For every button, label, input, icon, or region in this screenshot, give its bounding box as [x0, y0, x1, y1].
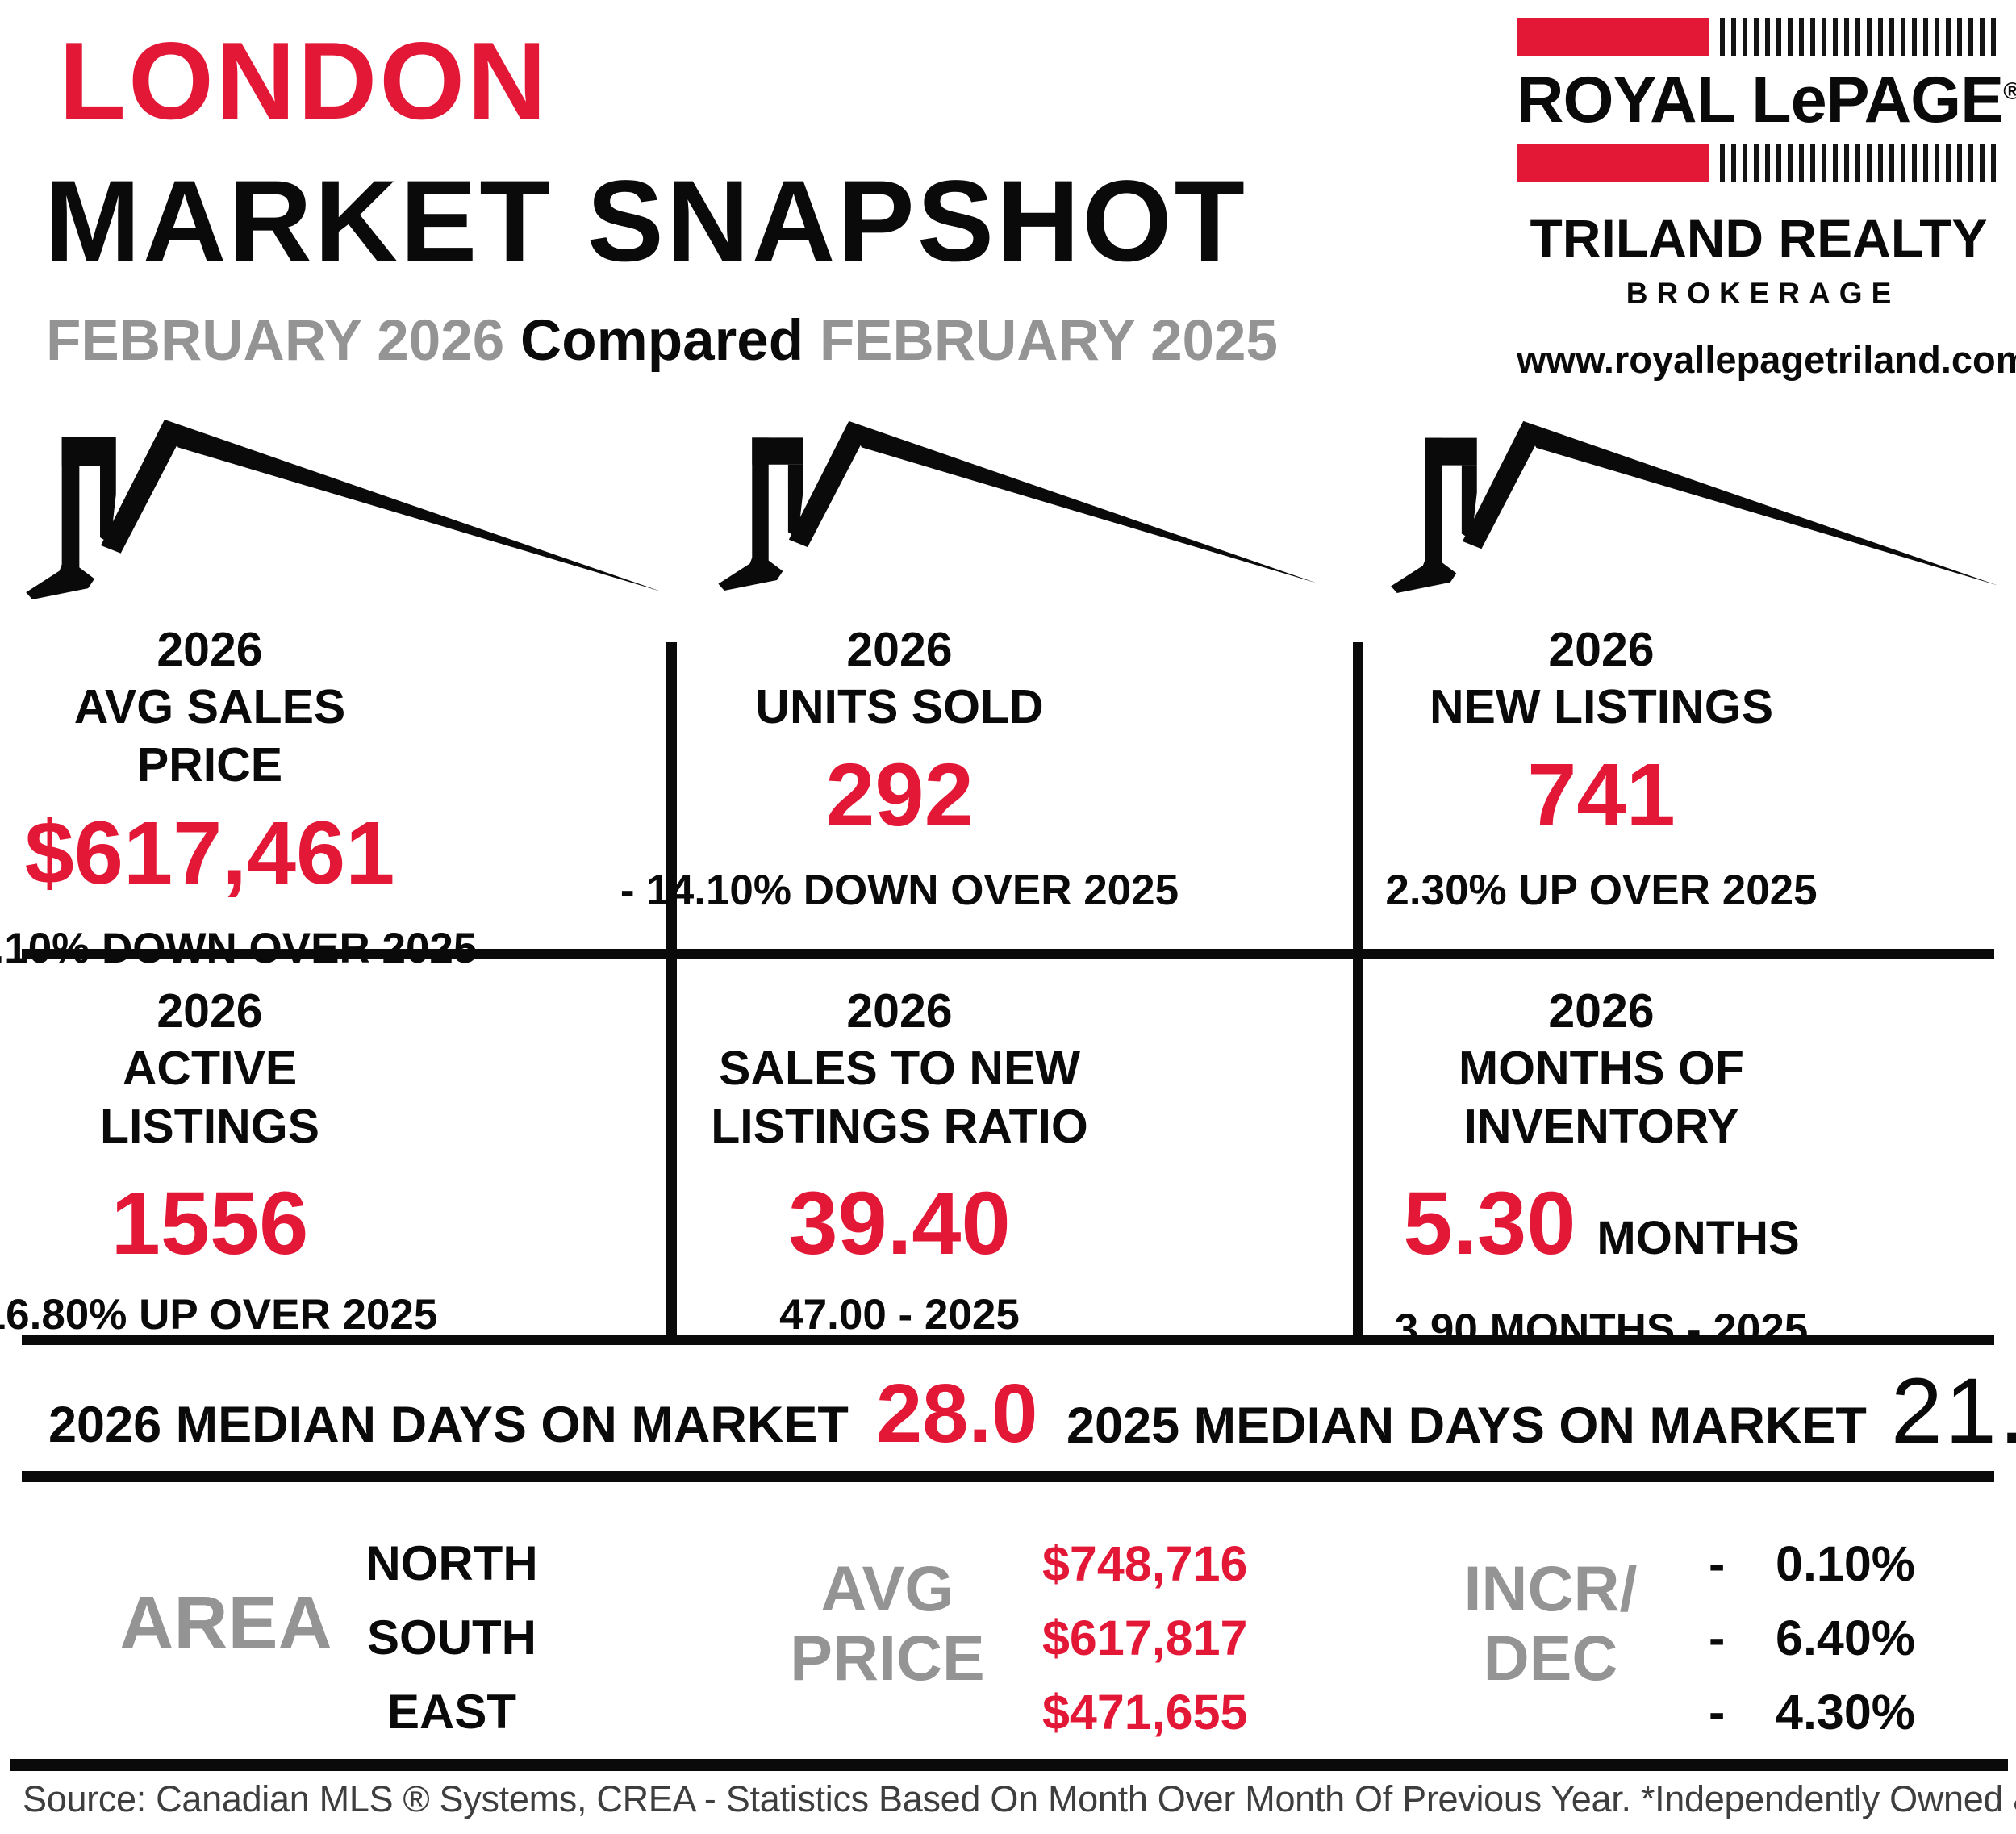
- change-sign: -: [1709, 1685, 1726, 1740]
- grid-divider-horizontal: [22, 1471, 1994, 1482]
- grid-divider-vertical: [666, 642, 677, 1345]
- avg-price-column-header: AVG PRICE: [754, 1554, 1021, 1693]
- stat-year: 2026: [1548, 984, 1655, 1038]
- header-line: INCR/: [1463, 1552, 1638, 1624]
- website-url: www.royallepagetriland.com: [1517, 338, 2016, 381]
- footer-divider: [10, 1759, 2008, 1771]
- stat-value: 292: [825, 746, 974, 845]
- house-roof-icon: [718, 420, 1317, 591]
- page-title-city: LONDON: [59, 19, 549, 142]
- logo-red-bar-icon: [1517, 144, 1709, 182]
- stat-change: - 3.10% DOWN OVER 2025: [0, 925, 477, 973]
- stat-year: 2026: [157, 984, 263, 1038]
- brand-text: ROYAL LePAGE: [1517, 64, 2004, 136]
- logo-stripes-icon: [1720, 144, 2001, 182]
- change-value: 4.30%: [1776, 1685, 1915, 1740]
- grid-divider-horizontal: [22, 1335, 1994, 1345]
- stat-year: 2026: [846, 984, 953, 1038]
- house-roof-icon: [1391, 420, 1998, 593]
- change-row: -4.30%: [1709, 1675, 1915, 1749]
- avg-price-value: $617,817: [1042, 1610, 1248, 1665]
- grid-divider-horizontal: [22, 949, 1994, 959]
- compared-word: Compared: [520, 309, 804, 373]
- stat-label: AVG SALES PRICE: [73, 680, 346, 792]
- median-label: 2025 MEDIAN DAYS ON MARKET: [1066, 1397, 1867, 1454]
- stat-value: 5.30 MONTHS: [1403, 1174, 1799, 1289]
- registered-trademark: ®: [2003, 78, 2016, 105]
- change-sign: -: [1709, 1610, 1726, 1665]
- area-column-header: AREA: [119, 1581, 332, 1665]
- stat-label: LISTINGS RATIO: [711, 1100, 1088, 1153]
- stat-change: 3.90 MONTHS - 2025: [1394, 1306, 1809, 1353]
- stat-change: 47.00 - 2025: [779, 1291, 1020, 1339]
- avg-price-value: $471,655: [1042, 1685, 1248, 1740]
- stat-value: $617,461: [24, 804, 395, 903]
- stat-value: 1556: [111, 1174, 309, 1273]
- stat-change: 16.80% UP OVER 2025: [0, 1291, 438, 1339]
- logo-bar-row-top: [1517, 18, 2001, 56]
- stat-label: ACTIVE: [122, 1042, 298, 1095]
- logo-red-bar-icon: [1517, 18, 1709, 56]
- stat-months-of-inventory: 2026 MONTHS OF INVENTORY 5.30 MONTHS 3.90…: [1395, 983, 1809, 1354]
- stat-value: 741: [1527, 746, 1676, 845]
- stat-new-listings: 2026 NEW LISTINGS 741 2.30% UP OVER 2025: [1385, 621, 1817, 915]
- change-value: 0.10%: [1776, 1536, 1915, 1591]
- stat-label: NEW LISTINGS: [1429, 680, 1774, 733]
- stat-avg-sales-price: 2026 AVG SALES PRICE $617,461 - 3.10% DO…: [0, 621, 477, 973]
- stat-label: LISTINGS: [99, 1100, 320, 1153]
- change-sign: -: [1709, 1536, 1726, 1591]
- logo-brand-name: ROYAL LePAGE®: [1517, 63, 2016, 138]
- stat-value: 39.40: [788, 1174, 1011, 1273]
- stat-change: - 14.10% DOWN OVER 2025: [620, 867, 1179, 914]
- stat-units-sold: 2026 UNITS SOLD 292 - 14.10% DOWN OVER 2…: [620, 621, 1179, 915]
- royal-lepage-logo: ROYAL LePAGE® TRILAND REALTY BROKERAGE w…: [1517, 18, 2016, 382]
- stat-change: 2.30% UP OVER 2025: [1385, 867, 1818, 914]
- stat-year: 2026: [1548, 623, 1655, 676]
- incr-dec-column-header: INCR/ DEC: [1430, 1554, 1672, 1693]
- house-roof-icon: [26, 419, 662, 599]
- avg-price-value: $748,716: [1042, 1536, 1248, 1591]
- stat-active-listings: 2026 ACTIVE LISTINGS 1556 16.80% UP OVER…: [0, 983, 437, 1339]
- median-days-current: 2026 MEDIAN DAYS ON MARKET 28.0: [48, 1372, 1037, 1455]
- logo-stripes-icon: [1720, 18, 2001, 56]
- stat-label: UNITS SOLD: [755, 680, 1044, 733]
- brokerage-name: TRILAND REALTY: [1530, 208, 1988, 268]
- change-row: -0.10%: [1709, 1527, 1915, 1601]
- page-title: MARKET SNAPSHOT: [44, 157, 1247, 286]
- header-line: DEC: [1483, 1622, 1618, 1694]
- median-value: 28.0: [875, 1367, 1038, 1460]
- stat-sales-to-new-listings-ratio: 2026 SALES TO NEW LISTINGS RATIO 39.40 4…: [710, 983, 1089, 1339]
- stat-value-unit: MONTHS: [1597, 1212, 1800, 1264]
- area-name: SOUTH: [367, 1610, 536, 1665]
- logo-bar-row-bottom: [1517, 144, 2001, 182]
- source-attribution: Source: Canadian MLS ® Systems, CREA - S…: [23, 1778, 2016, 1819]
- area-names-column: NORTH SOUTH EAST: [339, 1527, 565, 1749]
- change-value: 6.40%: [1776, 1610, 1915, 1665]
- median-days-previous: 2025 MEDIAN DAYS ON MARKET 21.0: [1066, 1365, 2016, 1458]
- stat-year: 2026: [157, 623, 263, 676]
- header-line: AVG: [820, 1552, 954, 1624]
- avg-price-column: $748,716 $617,817 $471,655: [1042, 1527, 1292, 1749]
- period-previous: FEBRUARY 2025: [819, 309, 1279, 373]
- stat-label: MONTHS OF: [1459, 1042, 1744, 1095]
- stat-year: 2026: [846, 623, 953, 676]
- stat-value-number: 5.30: [1403, 1174, 1576, 1273]
- period-current: FEBRUARY 2026: [46, 309, 505, 373]
- area-name: EAST: [386, 1685, 517, 1739]
- stat-label: SALES TO NEW: [718, 1042, 1080, 1095]
- median-value: 21.0: [1890, 1360, 2016, 1463]
- area-name: NORTH: [365, 1536, 538, 1590]
- stat-label: INVENTORY: [1463, 1100, 1739, 1153]
- median-label: 2026 MEDIAN DAYS ON MARKET: [48, 1397, 849, 1453]
- change-row: -6.40%: [1709, 1601, 1915, 1675]
- brokerage-descriptor: BROKERAGE: [1626, 277, 1901, 310]
- comparison-subtitle: FEBRUARY 2026 Compared FEBRUARY 2025: [46, 308, 1278, 374]
- grid-divider-vertical: [1353, 642, 1363, 1345]
- incr-dec-column: -0.10% -6.40% -4.30%: [1709, 1527, 1915, 1749]
- header-line: PRICE: [790, 1622, 985, 1694]
